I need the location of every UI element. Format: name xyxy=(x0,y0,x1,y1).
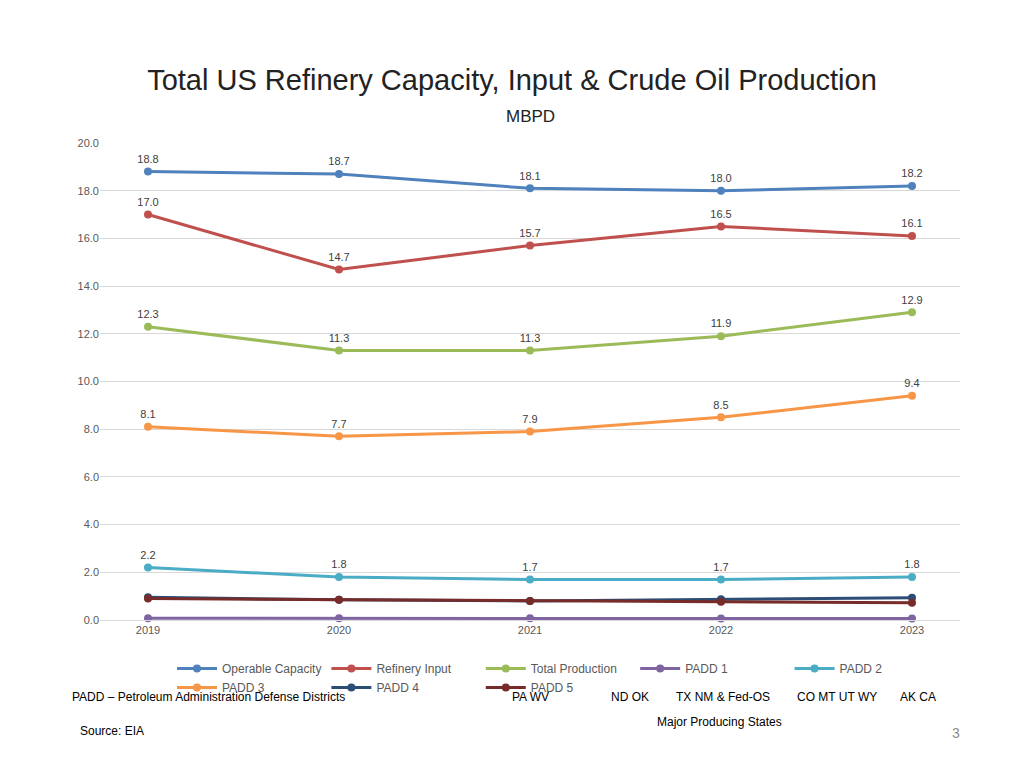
svg-text:4.0: 4.0 xyxy=(84,518,99,530)
svg-text:8.0: 8.0 xyxy=(84,423,99,435)
svg-text:PADD 5: PADD 5 xyxy=(531,681,574,695)
svg-text:2022: 2022 xyxy=(709,624,733,636)
svg-text:PADD 4: PADD 4 xyxy=(376,681,419,695)
svg-text:10.0: 10.0 xyxy=(78,375,99,387)
svg-text:CO MT UT WY: CO MT UT WY xyxy=(797,690,877,704)
svg-text:1.7: 1.7 xyxy=(713,561,728,573)
svg-text:Total Production: Total Production xyxy=(531,662,617,676)
svg-text:ND OK: ND OK xyxy=(611,690,649,704)
svg-text:17.0: 17.0 xyxy=(137,196,158,208)
svg-text:8.5: 8.5 xyxy=(713,399,728,411)
svg-text:16.0: 16.0 xyxy=(78,232,99,244)
svg-text:AK CA: AK CA xyxy=(900,690,936,704)
svg-text:16.1: 16.1 xyxy=(901,217,922,229)
svg-text:11.3: 11.3 xyxy=(520,332,541,344)
svg-text:18.0: 18.0 xyxy=(78,185,99,197)
svg-text:14.0: 14.0 xyxy=(78,280,99,292)
svg-text:12.0: 12.0 xyxy=(78,328,99,340)
svg-text:2.0: 2.0 xyxy=(84,566,99,578)
svg-text:Total US Refinery Capacity, In: Total US Refinery Capacity, Input & Crud… xyxy=(147,64,877,96)
svg-text:Operable Capacity: Operable Capacity xyxy=(222,662,321,676)
svg-text:Source: EIA: Source: EIA xyxy=(80,724,144,738)
svg-text:18.7: 18.7 xyxy=(328,155,349,167)
svg-text:3: 3 xyxy=(952,725,960,741)
svg-text:8.1: 8.1 xyxy=(140,408,155,420)
svg-text:16.5: 16.5 xyxy=(710,208,731,220)
svg-text:PA WV: PA WV xyxy=(512,690,549,704)
svg-text:2019: 2019 xyxy=(136,624,160,636)
svg-text:11.3: 11.3 xyxy=(329,332,350,344)
svg-text:1.8: 1.8 xyxy=(331,558,346,570)
svg-text:2023: 2023 xyxy=(900,624,924,636)
svg-text:18.8: 18.8 xyxy=(137,153,158,165)
svg-text:2021: 2021 xyxy=(518,624,542,636)
svg-text:9.4: 9.4 xyxy=(904,377,919,389)
svg-text:7.9: 7.9 xyxy=(522,413,537,425)
svg-text:12.3: 12.3 xyxy=(137,308,158,320)
svg-text:20.0: 20.0 xyxy=(78,137,99,149)
svg-text:PADD 3: PADD 3 xyxy=(222,681,265,695)
svg-text:TX NM & Fed-OS: TX NM & Fed-OS xyxy=(676,690,770,704)
svg-text:Refinery Input: Refinery Input xyxy=(376,662,451,676)
svg-text:6.0: 6.0 xyxy=(84,471,99,483)
svg-text:18.1: 18.1 xyxy=(519,170,540,182)
svg-text:18.2: 18.2 xyxy=(901,167,922,179)
svg-text:Major Producing States: Major Producing States xyxy=(657,715,782,729)
svg-text:1.7: 1.7 xyxy=(522,561,537,573)
svg-text:0.0: 0.0 xyxy=(84,614,99,626)
svg-text:2.2: 2.2 xyxy=(140,549,155,561)
svg-text:12.9: 12.9 xyxy=(901,294,922,306)
svg-text:11.9: 11.9 xyxy=(711,317,732,329)
svg-text:PADD – Petroleum Administratio: PADD – Petroleum Administration Defense … xyxy=(72,690,345,704)
svg-text:18.0: 18.0 xyxy=(710,172,731,184)
svg-text:15.7: 15.7 xyxy=(519,227,540,239)
svg-text:14.7: 14.7 xyxy=(328,251,349,263)
svg-text:2020: 2020 xyxy=(327,624,351,636)
svg-text:MBPD: MBPD xyxy=(506,107,555,126)
svg-text:PADD 1: PADD 1 xyxy=(685,662,728,676)
svg-text:1.8: 1.8 xyxy=(904,558,919,570)
svg-text:7.7: 7.7 xyxy=(331,418,346,430)
svg-text:PADD 2: PADD 2 xyxy=(840,662,883,676)
